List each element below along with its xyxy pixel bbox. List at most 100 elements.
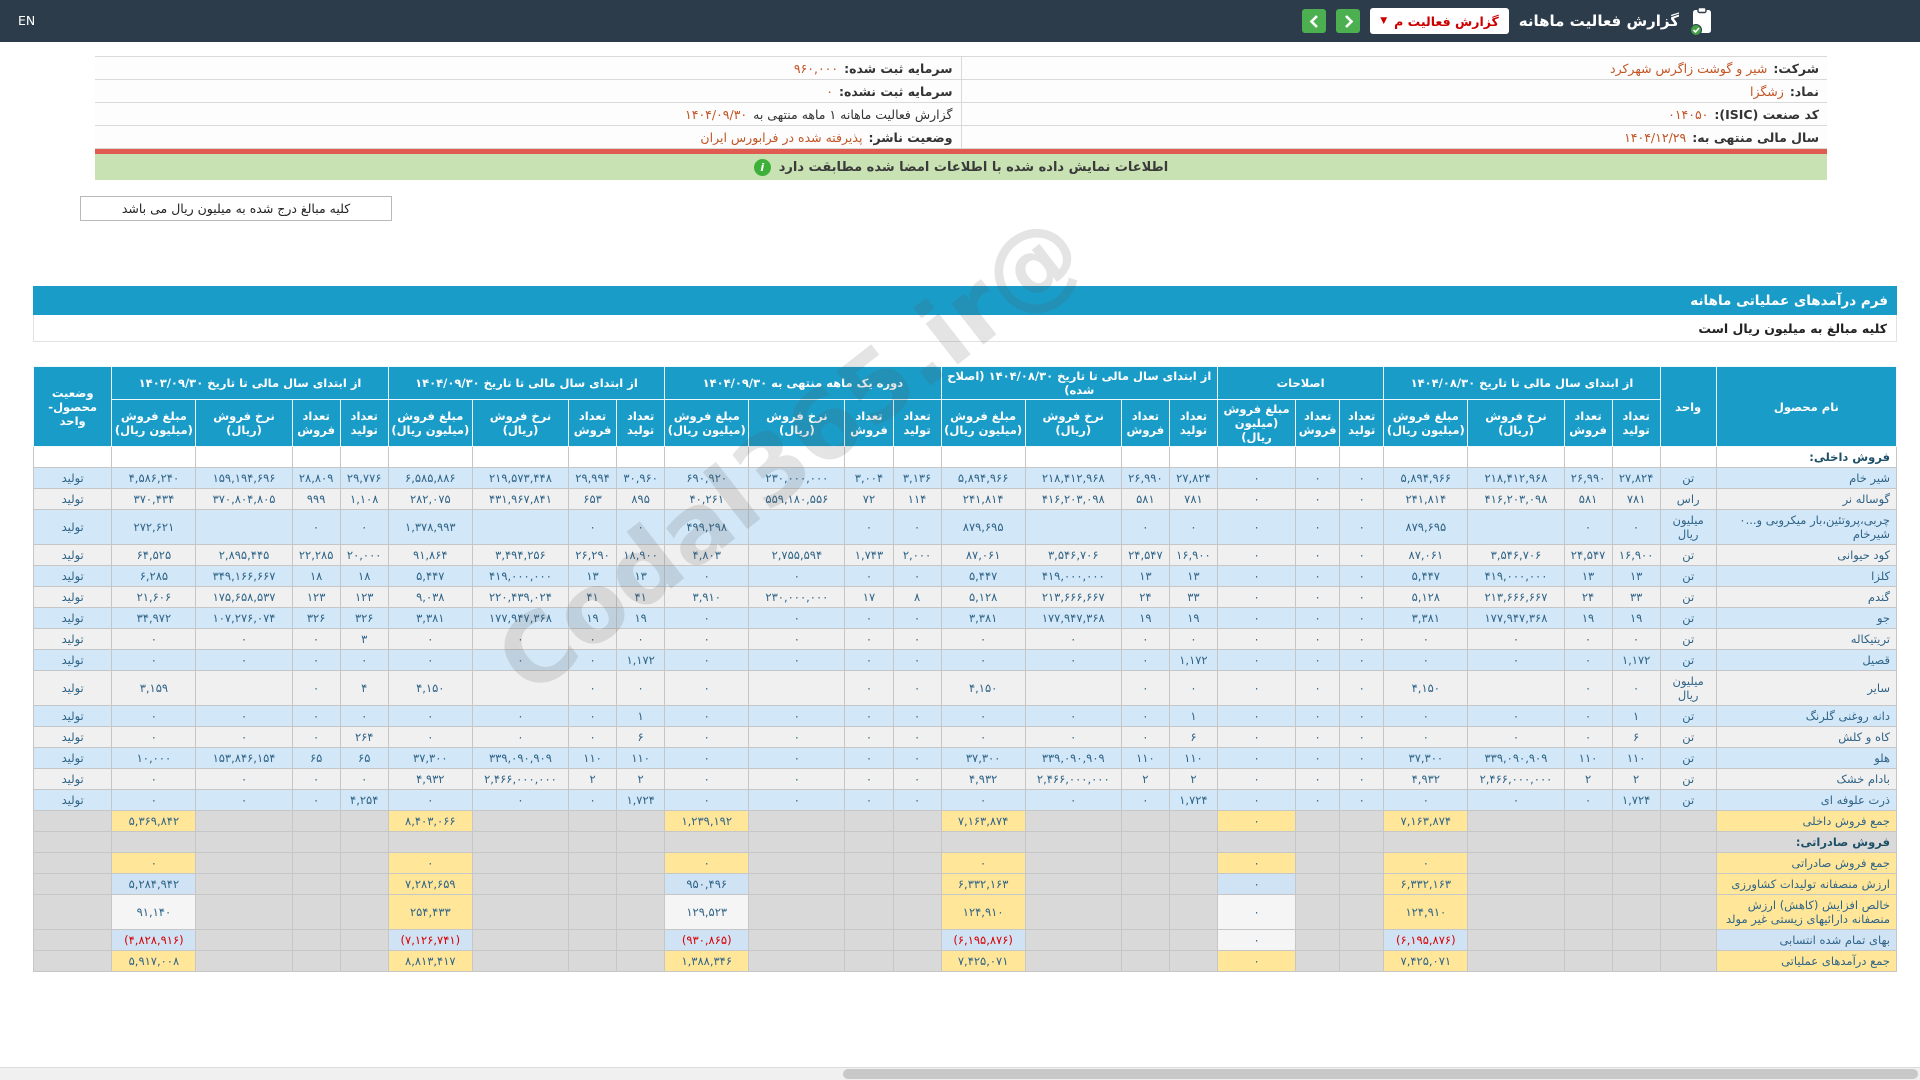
cell [1612, 895, 1660, 930]
cell: ۰ [112, 853, 196, 874]
report-type-dropdown[interactable]: گزارش فعالیت م ▼ [1370, 8, 1509, 34]
cell: ۲۸۲,۰۷۵ [388, 489, 472, 510]
cell: تن [1660, 608, 1716, 629]
cell: ۲۲,۲۸۵ [292, 545, 340, 566]
cell: ۱,۷۲۴ [617, 790, 665, 811]
cell: ۰ [1340, 727, 1384, 748]
cell: ۰ [340, 650, 388, 671]
isic-code-field: کد صنعت (ISIC): ۰۱۴۰۵۰ [961, 103, 1828, 125]
cell: ۰ [340, 706, 388, 727]
cell: ۳,۵۴۶,۷۰۶ [1025, 545, 1121, 566]
cell: ۰ [292, 510, 340, 545]
cell [1468, 895, 1564, 930]
cell: ۰ [893, 748, 941, 769]
cell [749, 930, 845, 951]
cell: ۰ [196, 790, 292, 811]
cell: ۱,۷۴۳ [845, 545, 893, 566]
cell [893, 874, 941, 895]
cell: ۱۱۴ [893, 489, 941, 510]
cell [1564, 895, 1612, 930]
previous-report-button[interactable] [1302, 9, 1326, 33]
cell [34, 832, 112, 853]
cell: جمع درآمدهای عملیاتی [1716, 951, 1896, 972]
isic-code-value: ۰۱۴۰۵۰ [1668, 107, 1708, 122]
cell: ۰ [1217, 811, 1295, 832]
cell: ۴۱ [569, 587, 617, 608]
subcol: تعداد تولید [1169, 400, 1217, 447]
cell: ۱,۳۸۸,۳۴۶ [665, 951, 749, 972]
cell: ۰ [1217, 951, 1295, 972]
subcol: تعداد تولید [893, 400, 941, 447]
cell: ۰ [749, 727, 845, 748]
cell: ۰ [292, 706, 340, 727]
subcol: تعداد فروش [845, 400, 893, 447]
cell: ۸۷۹,۶۹۵ [941, 510, 1025, 545]
cell: ۳۳۹,۰۹۰,۹۰۹ [1468, 748, 1564, 769]
product-row: کود حیوانیتن۱۶,۹۰۰۲۴,۵۴۷۳,۵۴۶,۷۰۶۸۷,۰۶۱۰… [34, 545, 1897, 566]
cell [569, 895, 617, 930]
cell: ۰ [1340, 769, 1384, 790]
cell: ۰ [893, 650, 941, 671]
product-row: گندمتن۳۳۲۴۲۱۳,۶۶۶,۶۶۷۵,۱۲۸۰۰۰۳۳۲۴۲۱۳,۶۶۶… [34, 587, 1897, 608]
cell [845, 951, 893, 972]
cell: ۰ [665, 790, 749, 811]
cell [388, 447, 472, 468]
cell: ۰ [893, 727, 941, 748]
cell: تولید [34, 671, 112, 706]
cell [1296, 447, 1340, 468]
cell [196, 895, 292, 930]
scrollbar-thumb[interactable] [843, 1069, 1918, 1079]
cell: ۱,۱۰۸ [340, 489, 388, 510]
cell: ۲۷,۸۲۴ [1169, 468, 1217, 489]
cell: ۱۷ [845, 587, 893, 608]
cell: ۳۷۰,۴۳۴ [112, 489, 196, 510]
cell [1468, 930, 1564, 951]
cell: ۰ [749, 608, 845, 629]
cell: ۰ [388, 790, 472, 811]
cell [1296, 832, 1340, 853]
cell: ۰ [1564, 790, 1612, 811]
cell [1340, 853, 1384, 874]
subcol: تعداد تولید [1340, 400, 1384, 447]
cell: ۱,۳۷۸,۹۹۳ [388, 510, 472, 545]
cell: ۸,۸۱۳,۴۱۷ [388, 951, 472, 972]
cell: ۰ [893, 566, 941, 587]
cell: تولید [34, 510, 112, 545]
cell: ۰ [1468, 727, 1564, 748]
cell [1660, 874, 1716, 895]
cell: ۳,۳۸۱ [1384, 608, 1468, 629]
cell: ۰ [665, 650, 749, 671]
cell: جو [1716, 608, 1896, 629]
next-report-button[interactable] [1336, 9, 1360, 33]
horizontal-scrollbar[interactable] [0, 1067, 1920, 1080]
cell: ۰ [1296, 468, 1340, 489]
cell [1660, 895, 1716, 930]
cell: ۶۵ [292, 748, 340, 769]
cell: ۱ [1612, 706, 1660, 727]
cell [569, 811, 617, 832]
cell [196, 930, 292, 951]
cell [34, 853, 112, 874]
cell: ۲۴۱,۸۱۴ [941, 489, 1025, 510]
cell: ۰ [1217, 895, 1295, 930]
cell [1169, 895, 1217, 930]
cell: ۳۳۹,۰۹۰,۹۰۹ [472, 748, 568, 769]
subcol: تعداد تولید [617, 400, 665, 447]
cell [1340, 811, 1384, 832]
cell [845, 832, 893, 853]
cell: تولید [34, 748, 112, 769]
cell [749, 671, 845, 706]
language-toggle[interactable]: EN [18, 13, 35, 28]
cell: ۵۸۱ [1564, 489, 1612, 510]
cell [1025, 832, 1121, 853]
cell: ۰ [1169, 510, 1217, 545]
cell: ۸۷,۰۶۱ [941, 545, 1025, 566]
cell: ۷۸۱ [1612, 489, 1660, 510]
cell [1612, 811, 1660, 832]
unregistered-capital-value: ۰ [826, 84, 833, 99]
col-group: از ابتدای سال مالی تا تاریخ ۱۴۰۴/۰۹/۳۰ [388, 367, 664, 400]
product-row: بادام خشکتن۲۲۲,۴۶۶,۰۰۰,۰۰۰۴,۹۳۲۰۰۰۲۲۲,۴۶… [34, 769, 1897, 790]
cell: ۸۷,۰۶۱ [1384, 545, 1468, 566]
cell: ۰ [1340, 790, 1384, 811]
company-value: شیر و گوشت زاگرس شهرکرد [1610, 61, 1767, 76]
